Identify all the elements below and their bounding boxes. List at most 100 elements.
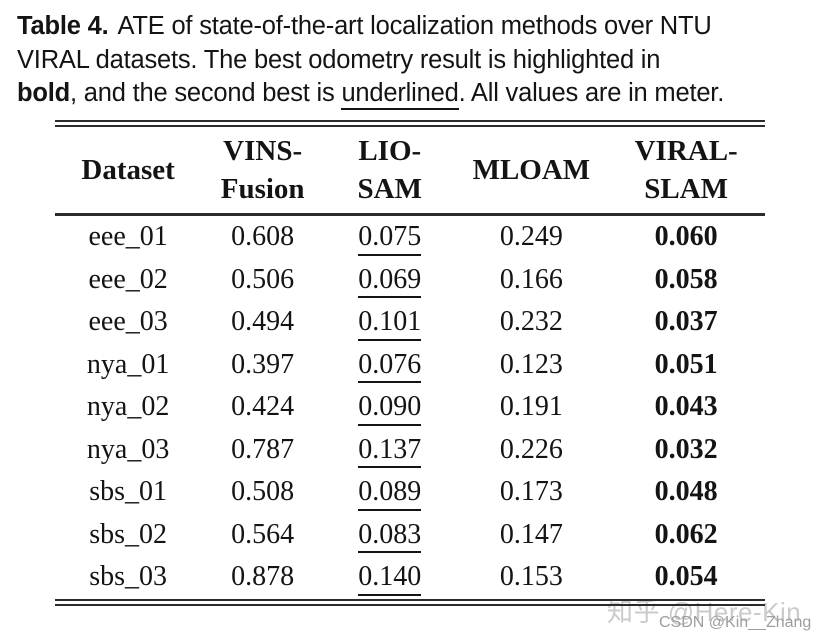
cell-mloam: 0.173 xyxy=(455,476,607,508)
cell-value: 0.083 xyxy=(358,519,422,554)
caption-line-1: Table 4. ATE of state-of-the-art localiza… xyxy=(17,10,807,44)
cell-value: 0.878 xyxy=(231,561,295,593)
table-row: sbs_02 0.564 0.083 0.147 0.062 xyxy=(55,514,765,557)
caption-line3-mid: , and the second best is xyxy=(70,79,342,107)
cell-value: 0.173 xyxy=(499,476,563,508)
cell-value: 0.232 xyxy=(499,306,563,338)
cell-mloam: 0.166 xyxy=(455,264,607,296)
cell-value: 0.249 xyxy=(499,221,563,253)
table-body: eee_01 0.608 0.075 0.249 0.060 eee_02 0.506 0.0… xyxy=(55,216,765,599)
table-row: eee_03 0.494 0.101 0.232 0.037 xyxy=(55,301,765,344)
cell-value: nya_03 xyxy=(86,433,170,465)
table-row: nya_01 0.397 0.076 0.123 0.051 xyxy=(55,344,765,387)
cell-value: eee_03 xyxy=(88,306,168,338)
cell-value: 0.608 xyxy=(231,221,295,253)
cell-dataset: eee_02 xyxy=(55,264,201,296)
cell-dataset: sbs_01 xyxy=(55,476,201,508)
header-text: VIRAL- xyxy=(634,135,738,167)
table-row: eee_01 0.608 0.075 0.249 0.060 xyxy=(55,216,765,259)
cell-value: 0.191 xyxy=(499,391,563,423)
cell-vins-fusion: 0.608 xyxy=(201,221,324,253)
cell-viral-slam: 0.058 xyxy=(607,264,765,296)
cell-dataset: sbs_03 xyxy=(55,561,201,593)
cell-vins-fusion: 0.506 xyxy=(201,264,324,296)
cell-value: 0.051 xyxy=(654,348,718,380)
column-header-lio-sam: LIO- SAM xyxy=(324,127,455,213)
cell-value: 0.153 xyxy=(499,561,563,593)
caption-table-label: Table 4. xyxy=(17,12,109,40)
cell-value: 0.787 xyxy=(231,433,295,465)
cell-dataset: sbs_02 xyxy=(55,519,201,551)
cell-lio-sam: 0.101 xyxy=(324,306,455,341)
table-top-rule xyxy=(55,120,765,127)
cell-value: 0.564 xyxy=(231,518,295,550)
table-row: sbs_01 0.508 0.089 0.173 0.048 xyxy=(55,471,765,514)
cell-value: 0.140 xyxy=(358,562,422,596)
cell-dataset: nya_01 xyxy=(55,349,201,381)
cell-value: 0.226 xyxy=(499,433,563,465)
cell-viral-slam: 0.062 xyxy=(607,519,765,551)
cell-value: 0.506 xyxy=(231,263,295,295)
header-text: SLAM xyxy=(644,173,729,205)
caption-line-3: bold, and the second best is underlined.… xyxy=(17,77,807,111)
cell-viral-slam: 0.051 xyxy=(607,349,765,381)
cell-dataset: nya_03 xyxy=(55,434,201,466)
table-row: nya_03 0.787 0.137 0.226 0.032 xyxy=(55,429,765,472)
cell-value: 0.508 xyxy=(231,476,295,508)
cell-mloam: 0.226 xyxy=(455,434,607,466)
cell-vins-fusion: 0.564 xyxy=(201,519,324,551)
caption-bold-word: bold xyxy=(17,79,71,107)
cell-value: 0.089 xyxy=(358,477,422,511)
cell-vins-fusion: 0.787 xyxy=(201,434,324,466)
cell-lio-sam: 0.083 xyxy=(324,519,455,554)
cell-value: eee_02 xyxy=(88,263,168,295)
cell-value: 0.054 xyxy=(654,561,718,593)
cell-value: 0.397 xyxy=(231,348,295,380)
table-row: eee_02 0.506 0.069 0.166 0.058 xyxy=(55,259,765,302)
cell-lio-sam: 0.140 xyxy=(324,561,455,596)
cell-mloam: 0.232 xyxy=(455,306,607,338)
cell-value: 0.424 xyxy=(231,391,295,423)
column-header-viral-slam: VIRAL- SLAM xyxy=(607,127,765,213)
cell-lio-sam: 0.137 xyxy=(324,434,455,469)
cell-value: 0.037 xyxy=(654,306,718,338)
table-row: nya_02 0.424 0.090 0.191 0.043 xyxy=(55,386,765,429)
cell-mloam: 0.249 xyxy=(455,221,607,253)
cell-lio-sam: 0.075 xyxy=(324,221,455,256)
cell-value: 0.166 xyxy=(499,263,563,295)
cell-value: eee_01 xyxy=(88,221,168,253)
cell-dataset: eee_01 xyxy=(55,221,201,253)
cell-lio-sam: 0.089 xyxy=(324,476,455,511)
cell-value: 0.147 xyxy=(499,518,563,550)
caption-line-2: VIRAL datasets. The best odometry result… xyxy=(17,45,661,74)
caption-underlined-word: underlined xyxy=(341,79,459,110)
cell-viral-slam: 0.043 xyxy=(607,391,765,423)
cell-value: 0.075 xyxy=(358,222,422,256)
header-text: SAM xyxy=(357,173,422,205)
column-header-mloam: MLOAM xyxy=(455,127,607,213)
table-caption: Table 4. ATE of state-of-the-art localiza… xyxy=(17,10,807,111)
cell-value: 0.058 xyxy=(654,263,718,295)
cell-value: 0.043 xyxy=(654,391,718,423)
cell-mloam: 0.153 xyxy=(455,561,607,593)
header-text: Dataset xyxy=(81,154,175,186)
cell-value: nya_02 xyxy=(86,391,170,423)
cell-value: 0.062 xyxy=(654,518,718,550)
cell-viral-slam: 0.032 xyxy=(607,434,765,466)
cell-viral-slam: 0.060 xyxy=(607,221,765,253)
results-table: Dataset VINS- Fusion LIO- SAM MLOAM VIRA… xyxy=(55,120,765,606)
column-header-dataset: Dataset xyxy=(55,127,201,213)
cell-value: nya_01 xyxy=(86,348,170,380)
csdn-watermark: CSDN @Kin__Zhang xyxy=(659,614,812,631)
cell-vins-fusion: 0.424 xyxy=(201,391,324,423)
cell-value: 0.076 xyxy=(358,349,422,384)
table-header-row: Dataset VINS- Fusion LIO- SAM MLOAM VIRA… xyxy=(55,127,765,213)
header-text: MLOAM xyxy=(472,154,591,186)
cell-mloam: 0.123 xyxy=(455,349,607,381)
header-text: LIO- xyxy=(358,135,422,167)
cell-lio-sam: 0.090 xyxy=(324,391,455,426)
cell-vins-fusion: 0.397 xyxy=(201,349,324,381)
header-text: VINS- xyxy=(223,135,303,167)
cell-value: 0.048 xyxy=(654,476,718,508)
table-row: sbs_03 0.878 0.140 0.153 0.054 xyxy=(55,556,765,599)
